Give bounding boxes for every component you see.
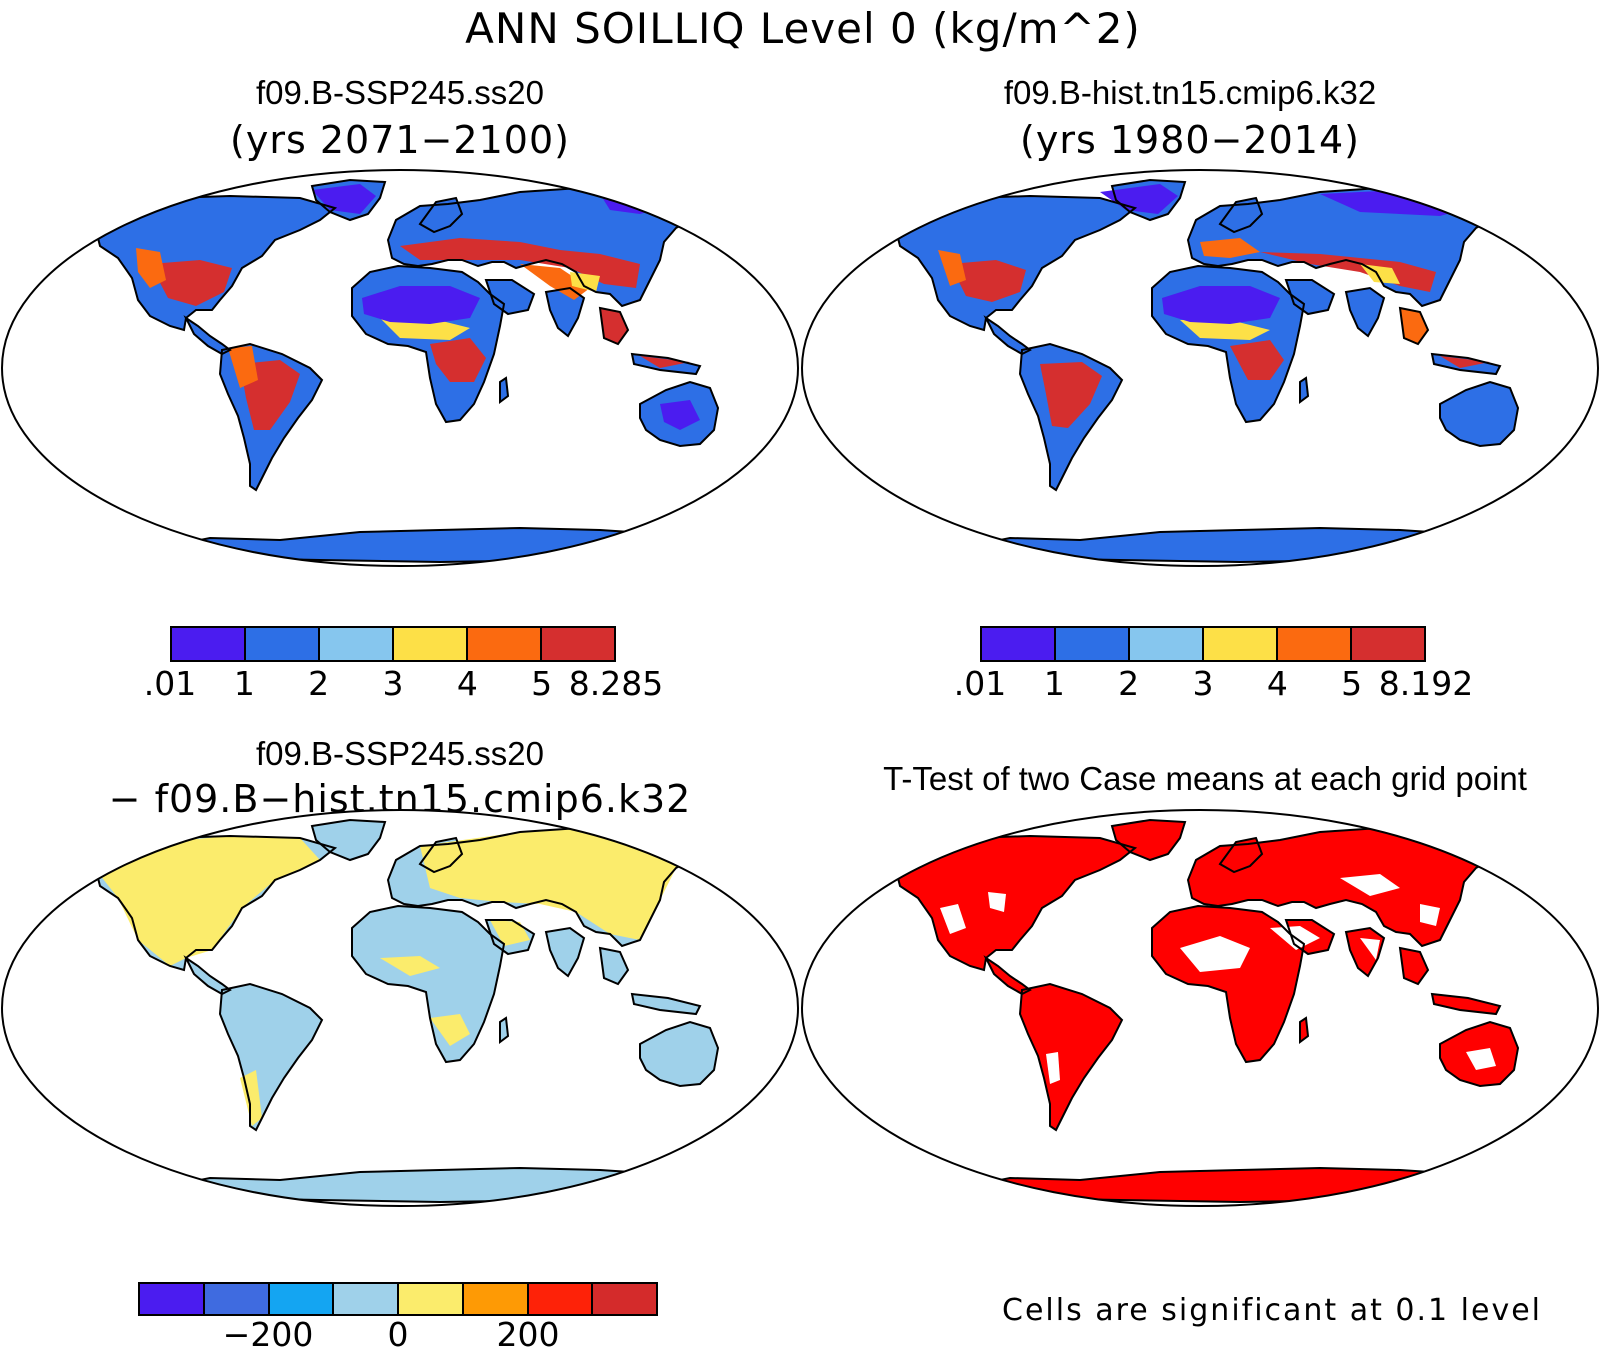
colorbar-tick-label: −200 [222, 1315, 314, 1354]
figure-title: ANN SOILLIQ Level 0 (kg/m^2) [465, 4, 1141, 53]
colorbar-segment [1278, 628, 1352, 660]
soil-moisture-orange [938, 238, 1428, 344]
map-ttest-significance [801, 809, 1599, 1207]
colorbar-segment [463, 1284, 529, 1314]
colorbar-segment [542, 628, 614, 660]
colorbar-segment [468, 628, 542, 660]
map-difference [1, 809, 799, 1207]
panel-case-name: f09.B-SSP245.ss20 [255, 735, 544, 772]
colorbar-tick-label: 5 [1341, 664, 1363, 703]
map-historical-climate [801, 169, 1599, 567]
colorbar-segment [320, 628, 394, 660]
colorbar-tick-label: 3 [1192, 664, 1214, 703]
soil-moisture-yellow [380, 272, 600, 340]
colorbar-segment [982, 628, 1056, 660]
soil-moisture-high [150, 238, 690, 430]
colorbar-tick-label: .01 [953, 664, 1007, 703]
colorbar-segment [1056, 628, 1130, 660]
colorbar-segment [246, 628, 320, 660]
colorbar-segment [593, 1284, 656, 1314]
colorbar-tick-label: 1 [233, 664, 255, 703]
colorbar-segment [394, 628, 468, 660]
colorbar-tick-label: 4 [1266, 664, 1288, 703]
colorbar-tick-label: 8.285 [568, 664, 664, 703]
colorbar-segment [1352, 628, 1424, 660]
colorbar-tick-label: 5 [531, 664, 553, 703]
panel-case-name: f09.B-SSP245.ss20 [255, 74, 544, 111]
colorbar-segment [269, 1284, 335, 1314]
non-significant-cells [940, 874, 1496, 1084]
colorbar-segment [399, 1284, 464, 1314]
colorbar-tick-label: 2 [308, 664, 330, 703]
colorbar-tick-label: 4 [456, 664, 478, 703]
soil-moisture-orange [136, 248, 590, 388]
colorbar-historical [980, 626, 1426, 662]
colorbar-segment [1130, 628, 1204, 660]
panel-years: (yrs 1980−2014) [1020, 118, 1360, 162]
colorbar-tick-label: 8.192 [1378, 664, 1474, 703]
panel-years: (yrs 2071−2100) [230, 118, 570, 162]
colorbar-segment [172, 628, 246, 660]
colorbar-future [170, 626, 616, 662]
colorbar-segment [204, 1284, 270, 1314]
panel-case-name: f09.B-hist.tn15.cmip6.k32 [1003, 74, 1377, 111]
diff-positive [96, 826, 700, 1126]
colorbar-difference [138, 1282, 658, 1316]
colorbar-tick-label: 0 [387, 1315, 409, 1354]
ttest-title: T-Test of two Case means at each grid po… [883, 760, 1527, 797]
colorbar-tick-label: .01 [143, 664, 197, 703]
colorbar-tick-label: 3 [382, 664, 404, 703]
colorbar-tick-label: 200 [496, 1315, 560, 1354]
colorbar-segment [1204, 628, 1278, 660]
colorbar-segment [528, 1284, 594, 1314]
colorbar-segment [334, 1284, 399, 1314]
map-future-climate [1, 169, 799, 567]
colorbar-segment [140, 1284, 205, 1314]
colorbar-tick-label: 2 [1118, 664, 1140, 703]
colorbar-tick-label: 1 [1043, 664, 1065, 703]
significance-note: Cells are significant at 0.1 level [1002, 1293, 1543, 1328]
